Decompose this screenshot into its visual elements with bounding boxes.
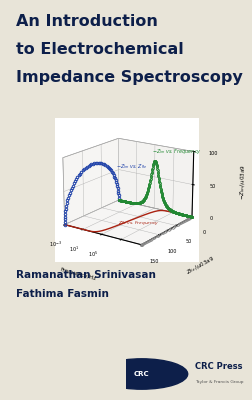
Y-axis label: $Z_{Re}$/\u03a9: $Z_{Re}$/\u03a9 xyxy=(185,254,216,277)
Text: An Introduction: An Introduction xyxy=(16,14,158,29)
Text: CRC Press: CRC Press xyxy=(195,362,242,371)
Text: CRC: CRC xyxy=(134,371,149,377)
Text: Impedance Spectroscopy: Impedance Spectroscopy xyxy=(16,70,243,85)
X-axis label: Frequency/Hz: Frequency/Hz xyxy=(59,267,97,282)
Circle shape xyxy=(96,359,188,389)
Text: to Electrochemical: to Electrochemical xyxy=(16,42,184,57)
Text: Taylor & Francis Group: Taylor & Francis Group xyxy=(195,380,243,384)
Text: Fathima Fasmin: Fathima Fasmin xyxy=(16,289,109,299)
Text: Ramanathan Srinivasan: Ramanathan Srinivasan xyxy=(16,270,156,280)
